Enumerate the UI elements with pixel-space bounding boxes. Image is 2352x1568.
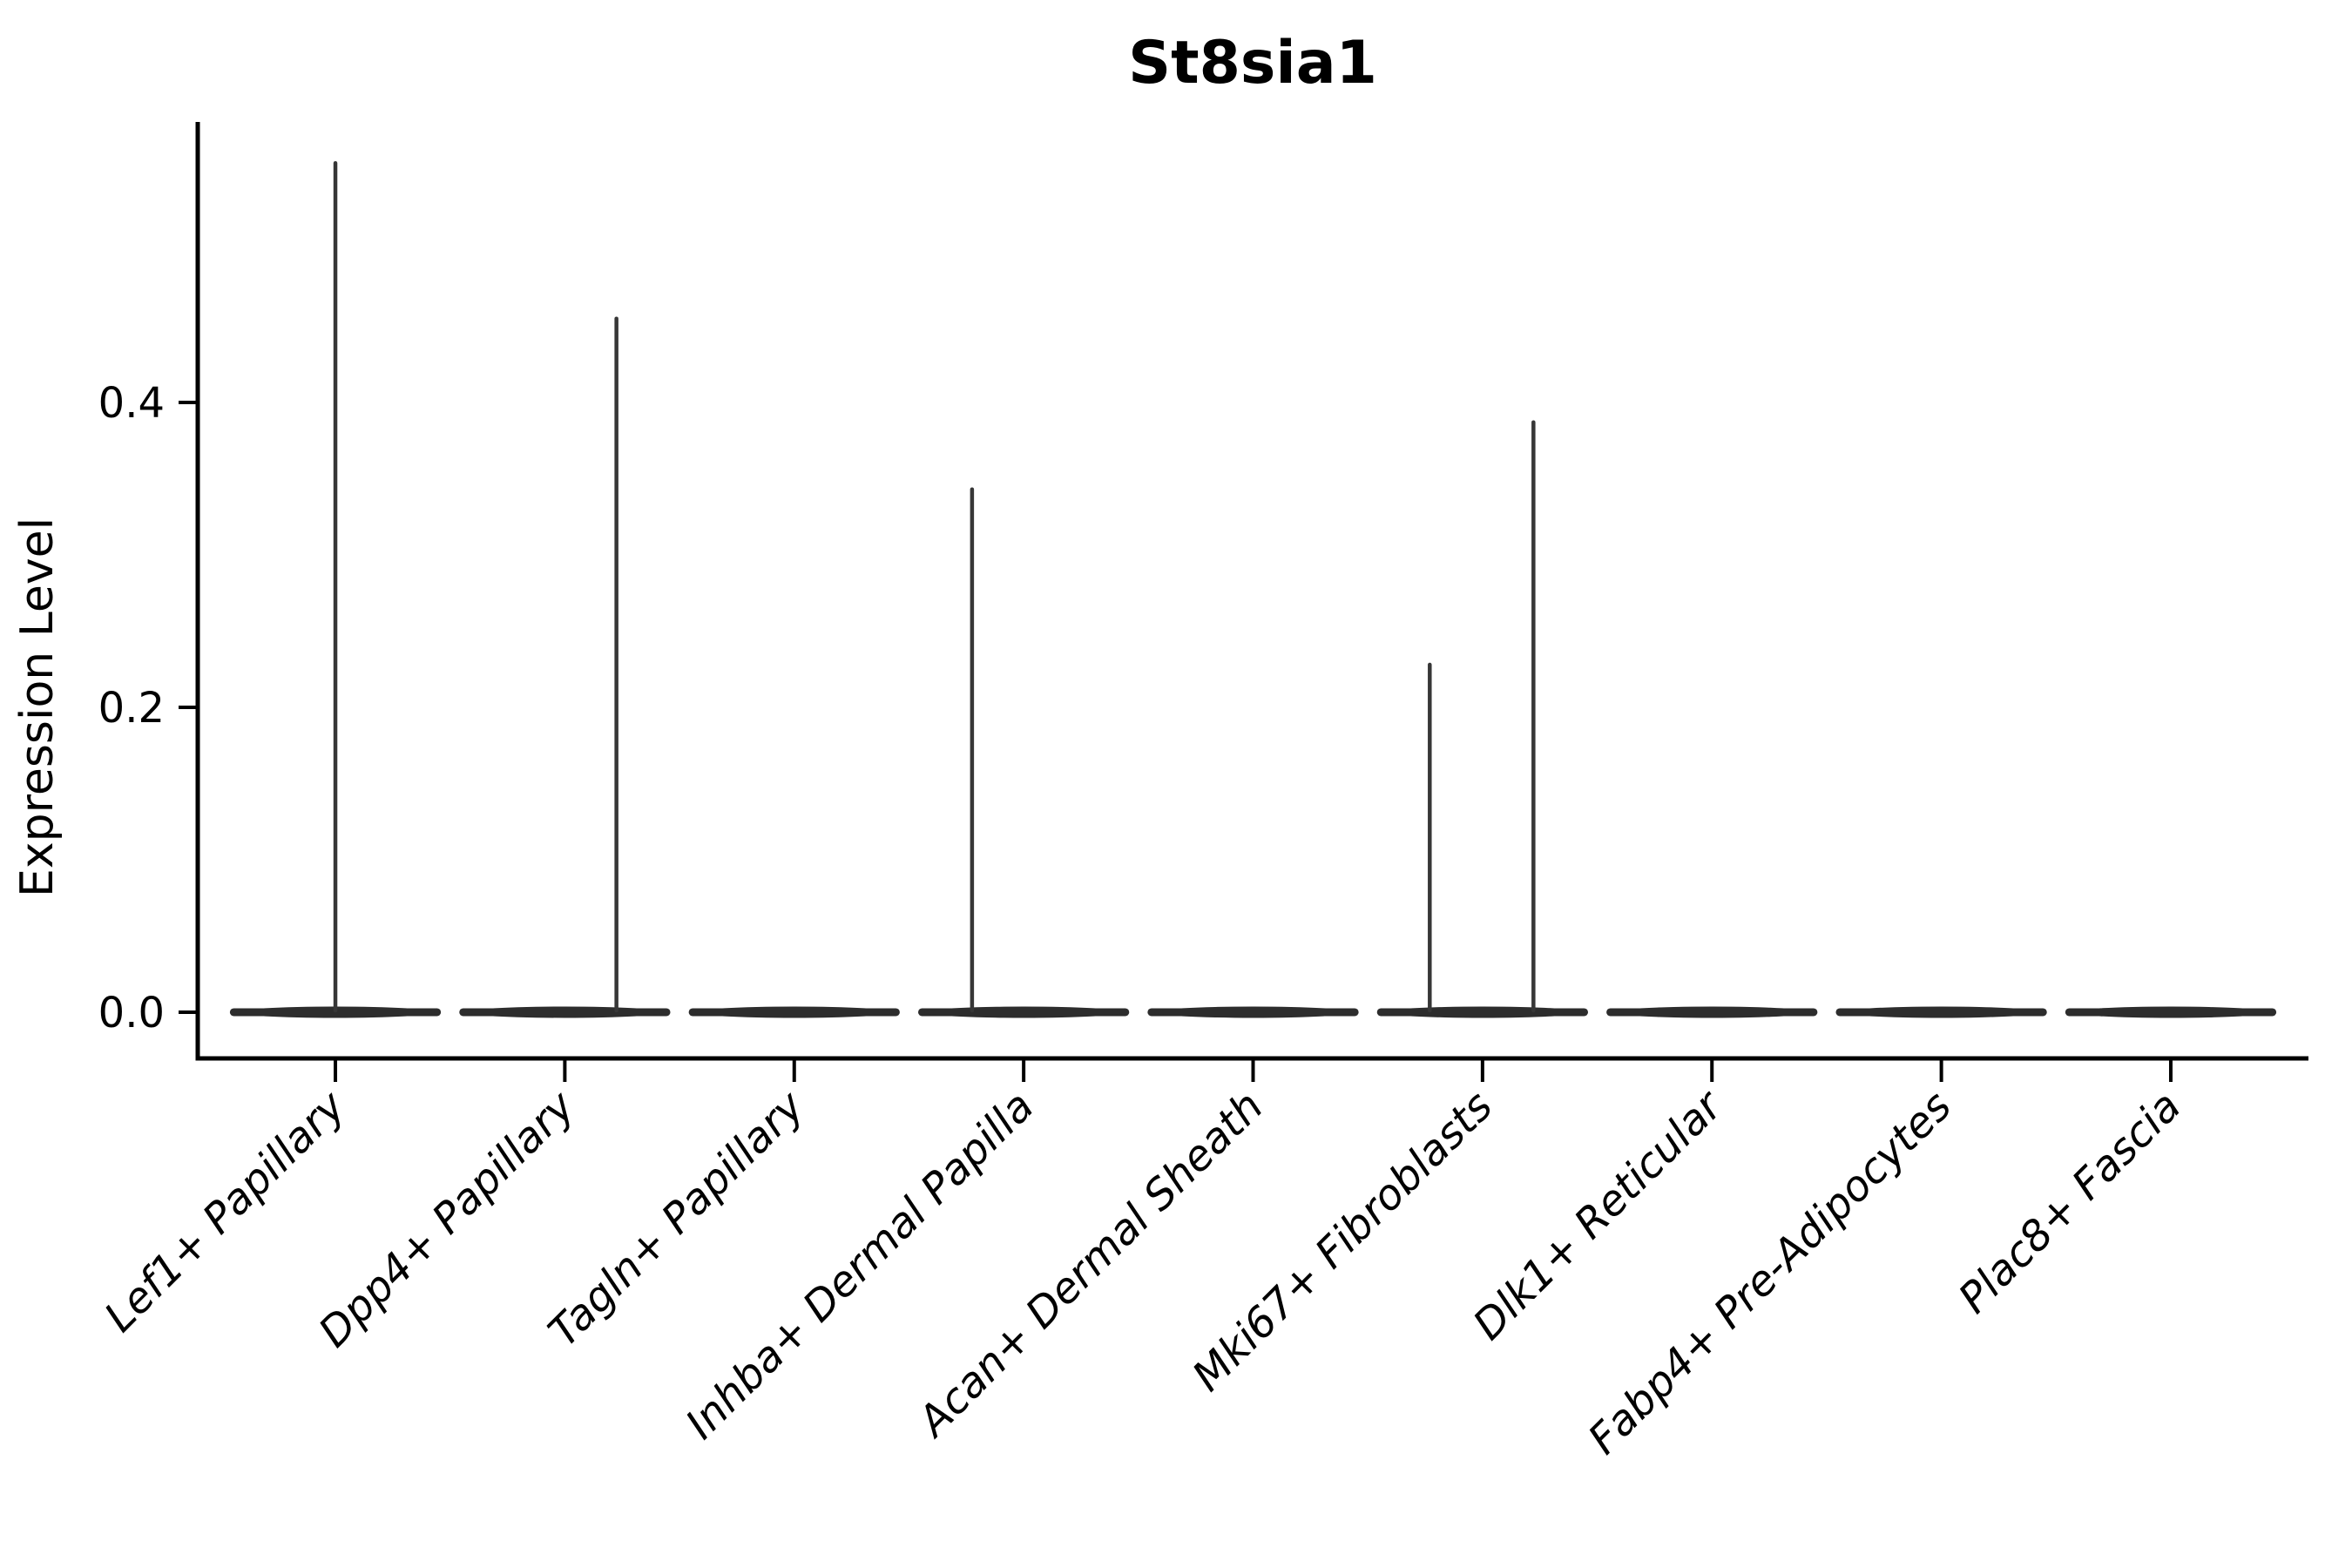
violin-body-bulge xyxy=(465,1006,665,1018)
category-label: Dpp4+ Papillary xyxy=(309,1081,585,1356)
category-label: Plac8+ Fascia xyxy=(1950,1082,2191,1323)
y-tick-label: 0.4 xyxy=(98,379,165,428)
violin-body-bulge xyxy=(2072,1006,2270,1018)
category-label: Lef1+ Papillary xyxy=(95,1081,355,1342)
y-tick-label: 0.2 xyxy=(98,684,165,733)
category-label: Dlk1+ Reticular xyxy=(1464,1080,1734,1350)
category-label: Fabp4+ Pre-Adipocytes xyxy=(1579,1082,1962,1464)
violin-body-bulge xyxy=(1153,1006,1353,1018)
y-axis-label: Expression Level xyxy=(11,517,64,897)
chart-title: St8sia1 xyxy=(1128,29,1377,98)
violins-layer xyxy=(229,160,2277,1018)
y-tick-label: 0.0 xyxy=(98,989,165,1037)
violin-body-bulge xyxy=(924,1006,1124,1018)
violin-body-bulge xyxy=(694,1006,894,1018)
violin-body-bulge xyxy=(1382,1006,1582,1018)
violin-body-bulge xyxy=(1842,1006,2041,1018)
violin-body-bulge xyxy=(1612,1006,1812,1018)
category-label: Tagln+ Papillary xyxy=(539,1081,814,1356)
